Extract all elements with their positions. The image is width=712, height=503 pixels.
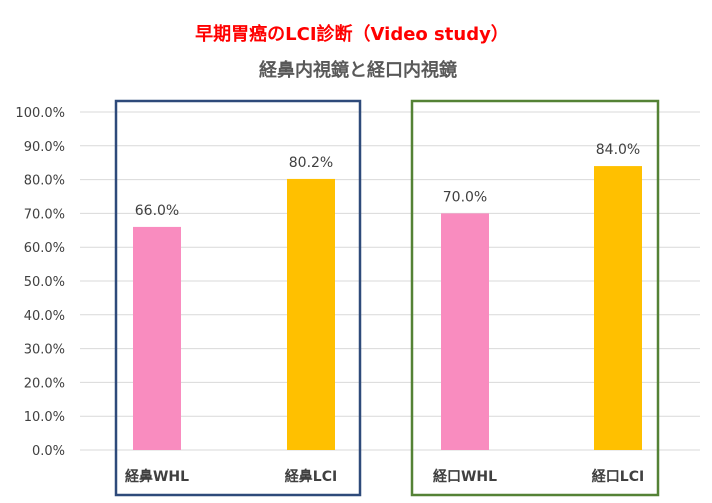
y-tick-label: 70.0% — [24, 207, 65, 222]
bar — [441, 213, 489, 450]
x-tick-label: 経鼻LCI — [285, 468, 337, 485]
y-tick-label: 100.0% — [15, 106, 65, 121]
value-labels: 66.0% 80.2% 70.0% 84.0% — [135, 142, 640, 219]
y-tick-label: 20.0% — [24, 376, 65, 391]
y-tick-label: 80.0% — [24, 174, 65, 189]
data-label: 66.0% — [135, 203, 179, 219]
chart-subtitle: 経鼻内視鏡と経口内視鏡 — [259, 59, 457, 81]
y-tick-label: 90.0% — [24, 140, 65, 155]
group-box-transoral — [410, 99, 660, 497]
data-label: 70.0% — [443, 189, 487, 205]
group-box-transnasal — [114, 99, 362, 497]
x-tick-label: 経鼻WHL — [125, 468, 189, 485]
y-tick-label: 50.0% — [24, 275, 65, 290]
y-tick-label: 0.0% — [32, 444, 65, 459]
y-axis-ticks: 0.0% 10.0% 20.0% 30.0% 40.0% 50.0% 60.0% 70.0% 8… — [15, 106, 65, 459]
data-label: 84.0% — [596, 142, 640, 158]
y-tick-label: 10.0% — [24, 410, 65, 425]
x-tick-label: 経口WHL — [433, 468, 497, 485]
data-label: 80.2% — [289, 155, 333, 171]
bar — [594, 166, 642, 450]
bar — [287, 178, 335, 450]
x-tick-label: 経口LCI — [592, 468, 644, 485]
gridlines — [80, 111, 700, 451]
y-tick-label: 60.0% — [24, 241, 65, 256]
group-boxes — [114, 99, 660, 497]
x-axis-labels: 経鼻WHL 経鼻LCI 経口WHL 経口LCI — [125, 468, 644, 485]
bars — [133, 166, 642, 450]
y-tick-label: 40.0% — [24, 309, 65, 324]
bar — [133, 226, 181, 450]
chart-title: 早期胃癌のLCI診断（Video study） — [195, 23, 509, 45]
y-tick-label: 30.0% — [24, 343, 65, 358]
